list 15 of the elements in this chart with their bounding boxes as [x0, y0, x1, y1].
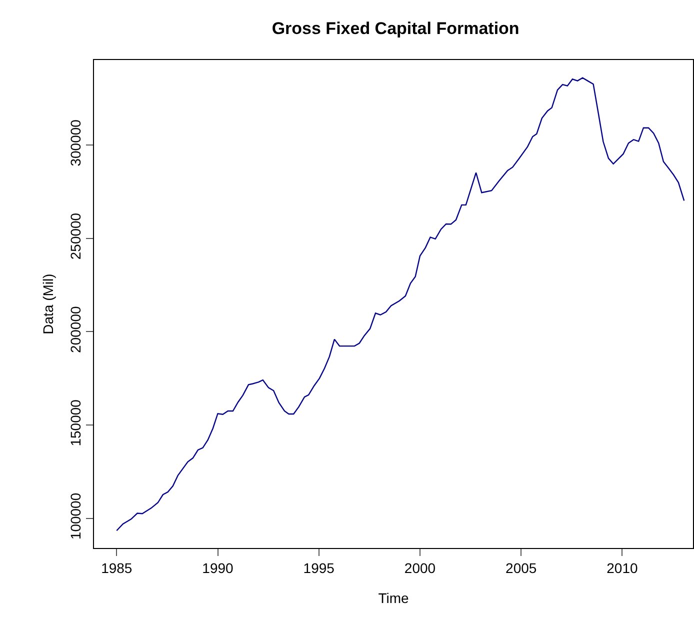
y-tick-label: 200000: [67, 306, 84, 353]
x-tick-label: 1985: [101, 560, 132, 576]
x-tick-label: 2005: [506, 560, 537, 576]
x-tick-label: 2000: [404, 560, 436, 576]
y-tick-label: 300000: [67, 119, 84, 166]
x-axis-title: Time: [378, 590, 410, 606]
chart-title: Gross Fixed Capital Formation: [272, 18, 520, 38]
y-axis-title: Data (Mil): [40, 274, 56, 334]
y-tick-label: 250000: [67, 212, 84, 260]
y-tick-label: 150000: [67, 399, 84, 446]
line-series: [116, 77, 685, 532]
x-tick-label: 2010: [606, 560, 638, 576]
x-tick-label: 1995: [303, 560, 335, 576]
y-tick-label: 100000: [67, 492, 84, 540]
x-tick-label: 1990: [202, 560, 234, 576]
